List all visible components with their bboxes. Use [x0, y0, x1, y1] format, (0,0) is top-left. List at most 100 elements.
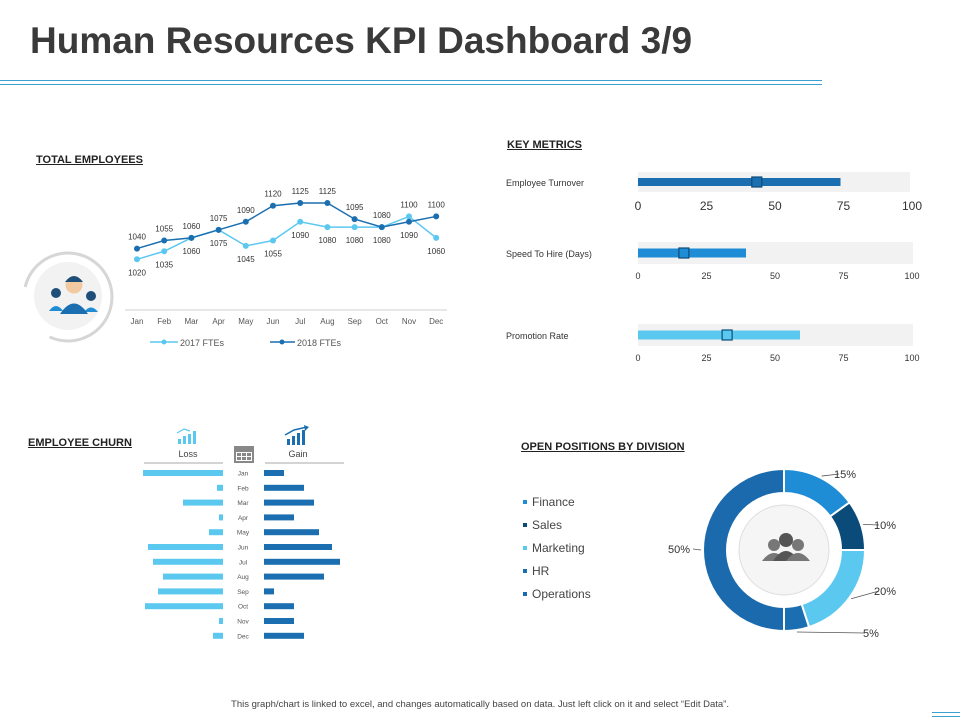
gain-bar	[264, 588, 274, 595]
chart-legend: 2017 FTEs 2018 FTEs	[150, 338, 342, 348]
loss-bar	[163, 573, 223, 580]
metric-target-marker	[751, 176, 763, 188]
data-point	[297, 218, 304, 225]
data-label: 1080	[319, 236, 337, 245]
gain-bar	[264, 514, 294, 521]
donut-leader-line	[821, 473, 840, 477]
donut-value-label: 50%	[668, 544, 690, 556]
loss-bar	[183, 499, 223, 506]
data-point	[378, 224, 385, 231]
total-employees-chart: 1020 1035 1060 1075 1045 1055 1090 1080 1080 1080…	[22, 187, 447, 348]
donut-leader-line	[796, 631, 866, 634]
churn-month-label: Oct	[238, 604, 248, 611]
loss-bar	[217, 484, 223, 491]
loss-bar	[209, 529, 223, 536]
x-tick-label: Apr	[212, 317, 225, 326]
title-rule-bottom	[0, 84, 822, 85]
gain-bar	[264, 603, 294, 610]
metric-tick-label: 100	[902, 199, 922, 213]
line-series-2017-ftes	[136, 215, 437, 261]
data-label: 1080	[373, 236, 391, 245]
metric-target-marker	[721, 329, 733, 341]
data-label: 1040	[128, 233, 146, 242]
data-label: 1045	[237, 255, 255, 264]
donut-leader-line	[862, 523, 880, 526]
loss-bar	[143, 470, 223, 476]
key-metrics-title: KEY METRICS	[507, 139, 582, 151]
loss-bar	[153, 558, 223, 565]
loss-bar	[158, 588, 223, 595]
gain-bar	[264, 544, 332, 550]
avatar-ring	[22, 251, 114, 343]
metric-target-marker	[678, 247, 690, 259]
legend-swatch	[523, 500, 527, 504]
x-tick-label: Jan	[131, 317, 144, 326]
donut-leader-line	[851, 590, 880, 600]
data-point	[324, 224, 331, 231]
open-positions-chart: Finance Sales Marketing HR Operations 15% 10%…	[523, 467, 896, 640]
legend-label: HR	[532, 564, 550, 578]
donut-value-label: 20%	[874, 586, 896, 598]
metric-tick-label: 50	[770, 271, 780, 281]
legend-label: Operations	[532, 587, 591, 601]
gain-bar	[264, 499, 314, 506]
data-label: 1055	[155, 225, 173, 234]
data-label: 1075	[210, 214, 228, 223]
total-employees-title: TOTAL EMPLOYEES	[36, 154, 143, 166]
legend-marker-2017	[161, 339, 167, 345]
churn-month-label: Feb	[237, 485, 249, 492]
data-point	[134, 256, 140, 263]
legend-label: Marketing	[532, 541, 585, 555]
legend-marker-2018	[279, 339, 285, 345]
metric-tick-label: 75	[838, 353, 848, 363]
data-point	[188, 234, 195, 241]
data-point	[215, 226, 222, 233]
data-point	[351, 224, 358, 231]
data-point	[324, 200, 331, 207]
data-label: 1090	[237, 206, 255, 215]
data-point	[433, 234, 440, 241]
legend-label: Sales	[532, 518, 562, 532]
metric-tick-label: 75	[837, 199, 851, 213]
donut-value-label: 15%	[834, 469, 856, 481]
data-label: 1100	[428, 200, 446, 209]
data-label: 1020	[128, 268, 146, 277]
loss-column-label: Loss	[178, 449, 198, 459]
legend-swatch	[523, 546, 527, 550]
employee-churn-title: EMPLOYEE CHURN	[28, 437, 132, 449]
donut-value-label: 10%	[874, 520, 896, 532]
metric-tick-label: 100	[904, 353, 919, 363]
gain-bar	[264, 470, 284, 476]
data-point	[161, 237, 168, 244]
legend-swatch	[523, 569, 527, 573]
data-label: 1055	[264, 250, 282, 259]
gain-column-label: Gain	[288, 449, 307, 459]
data-label: 1090	[400, 231, 418, 240]
data-label: 1120	[264, 190, 282, 199]
loss-bar	[148, 544, 223, 550]
metric-tick-label: 100	[904, 271, 919, 281]
data-label: 1125	[319, 187, 337, 196]
churn-month-label: Jan	[238, 471, 249, 478]
loss-bar	[219, 514, 223, 521]
data-point	[351, 216, 358, 223]
churn-month-label: May	[237, 530, 250, 537]
data-point	[270, 202, 276, 209]
churn-month-label: Aug	[237, 574, 249, 581]
title-rule-top	[0, 80, 822, 81]
data-label: 1080	[373, 211, 391, 220]
churn-month-label: Mar	[237, 500, 249, 507]
churn-month-label: Apr	[238, 515, 249, 522]
data-point	[406, 218, 412, 225]
legend-label-2018: 2018 FTEs	[297, 338, 342, 348]
data-label: 1100	[400, 200, 418, 209]
x-tick-label: Oct	[376, 317, 389, 326]
calendar-icon	[234, 446, 254, 463]
donut-center-disc	[738, 504, 830, 596]
churn-month-label: Jun	[238, 545, 249, 552]
x-tick-label: Nov	[402, 317, 416, 326]
metric-tick-label: 75	[838, 271, 848, 281]
data-point	[161, 248, 168, 255]
data-label: 1090	[291, 231, 309, 240]
gain-bar	[264, 632, 304, 639]
